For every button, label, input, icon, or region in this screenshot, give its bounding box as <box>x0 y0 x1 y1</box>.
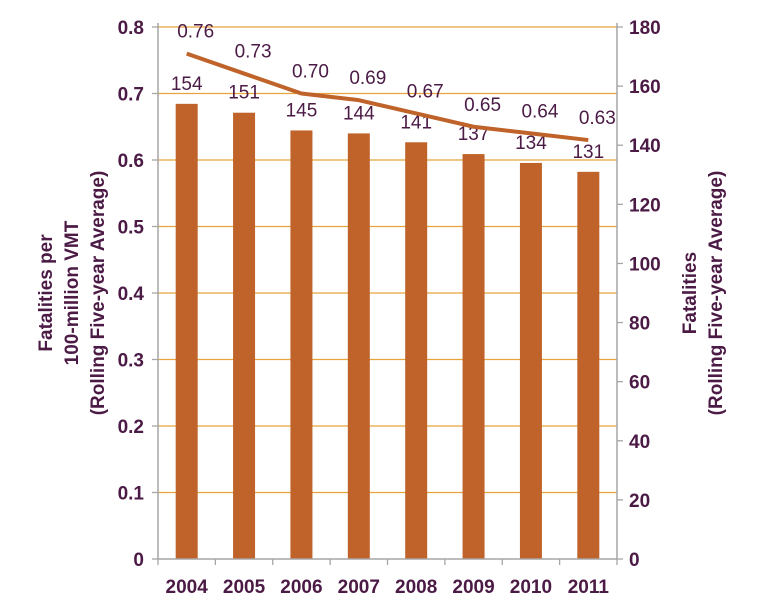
line-data-label: 0.69 <box>349 68 386 89</box>
right-axis-title: Fatalities <box>680 252 701 334</box>
line-series <box>186 51 589 143</box>
left-tick-label: 0.7 <box>118 85 144 106</box>
bar-data-label: 134 <box>515 133 547 154</box>
bar <box>233 112 256 559</box>
left-tick-label: 0.2 <box>118 417 144 438</box>
line-data-label: 0.65 <box>464 95 501 116</box>
left-tick-label: 0.4 <box>118 284 145 305</box>
bar <box>462 154 485 560</box>
right-tick-label: 80 <box>629 314 650 335</box>
left-axis-title: Fatalities per <box>36 234 57 352</box>
bar-data-label: 145 <box>286 100 318 121</box>
bar-data-label: 144 <box>343 103 375 124</box>
bar-data-label: 151 <box>228 83 260 104</box>
left-tick-label: 0.8 <box>118 18 144 39</box>
left-axis-title: 100-million VMT <box>62 220 83 365</box>
line-data-label: 0.76 <box>177 22 214 43</box>
left-tick-label: 0.3 <box>118 351 144 372</box>
bar-data-label: 131 <box>572 142 604 163</box>
x-tick-label: 2008 <box>395 577 437 598</box>
x-tick-label: 2009 <box>452 577 494 598</box>
bar-data-label: 141 <box>400 112 432 133</box>
bar <box>175 103 198 559</box>
x-tick-label: 2011 <box>568 577 610 598</box>
bar <box>577 171 600 560</box>
x-tick-label: 2006 <box>280 577 322 598</box>
right-tick-label: 120 <box>629 195 661 216</box>
right-tick-label: 40 <box>629 432 650 453</box>
bar <box>290 130 313 559</box>
right-tick-label: 100 <box>629 254 661 275</box>
x-tick-label: 2007 <box>338 577 380 598</box>
left-tick-label: 0 <box>133 550 144 571</box>
x-tick-label: 2004 <box>166 577 209 598</box>
bar <box>405 142 428 559</box>
right-tick-label: 20 <box>629 491 650 512</box>
x-tick-label: 2005 <box>223 577 266 598</box>
left-axis-title: (Rolling Five-year Average) <box>88 171 109 416</box>
x-tick-label: 2010 <box>510 577 552 598</box>
bar <box>519 162 542 559</box>
left-tick-label: 0.5 <box>118 218 145 239</box>
left-tick-label: 0.1 <box>118 484 145 505</box>
right-tick-label: 160 <box>629 77 661 98</box>
bar <box>347 133 370 559</box>
line-data-label: 0.73 <box>235 42 272 63</box>
right-tick-label: 180 <box>629 18 661 39</box>
right-axis-title: (Rolling Five-year Average) <box>706 171 727 416</box>
line-data-label: 0.63 <box>579 108 616 129</box>
line-data-label: 0.67 <box>407 81 444 102</box>
bar-data-label: 154 <box>171 74 203 95</box>
line-data-label: 0.64 <box>521 101 558 122</box>
right-tick-label: 60 <box>629 373 650 394</box>
left-tick-label: 0.6 <box>118 151 144 172</box>
line-data-label: 0.70 <box>292 62 329 83</box>
right-tick-label: 140 <box>629 136 661 157</box>
right-tick-label: 0 <box>629 550 640 571</box>
